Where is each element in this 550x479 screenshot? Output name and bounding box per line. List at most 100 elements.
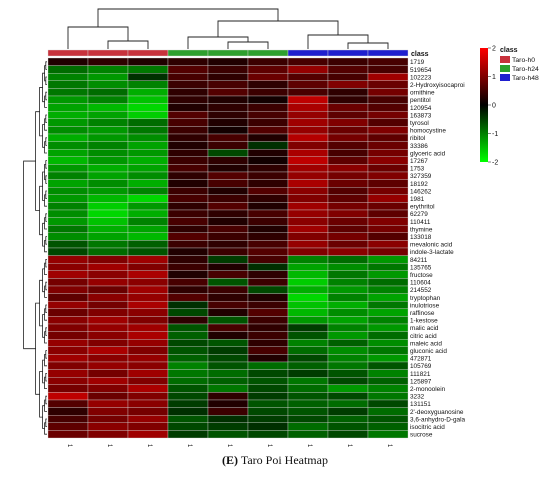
heatmap-cell [247,225,289,233]
row-label: thymine [410,226,433,233]
heatmap-cell [167,179,209,188]
heatmap-cell [287,194,329,203]
heatmap-cell [167,331,209,340]
column-label: 1 [346,444,352,448]
heatmap-cell [287,103,329,112]
row-label: 84211 [410,257,428,264]
heatmap-cell [167,126,209,135]
heatmap-cell [207,422,249,431]
heatmap-cell [287,232,329,241]
heatmap-cell [247,171,289,180]
row-label: 17267 [410,158,428,165]
heatmap-cell [327,95,369,104]
heatmap-cell [127,149,169,157]
heatmap-cell [87,270,129,279]
class-legend: class Taro-h0 Taro-h24 Taro-h48 [500,47,539,82]
row-label: maleic acid [410,340,442,347]
heatmap-cell [87,399,129,408]
heatmap-cell [247,179,289,188]
heatmap-cell [167,103,209,112]
heatmap-cell [167,202,209,211]
legend-label: Taro-h0 [512,57,535,64]
heatmap-cell [247,255,289,264]
heatmap-cell [47,293,89,302]
heatmap-cell [247,278,289,287]
heatmap-cell [167,156,209,165]
heatmap-cell [367,126,409,135]
heatmap-cell [207,126,249,135]
row-label: 327359 [410,173,432,180]
class-bar-segment [247,49,289,57]
heatmap-cell [47,285,89,294]
heatmap-cell [327,217,369,226]
heatmap-cell [367,430,409,439]
row-label: 163873 [410,112,432,119]
heatmap-cell [327,179,369,188]
heatmap-cell [167,430,209,439]
dendrogram-branch [347,42,389,49]
row-label: 102223 [410,74,432,81]
caption-text: Taro Poi Heatmap [240,453,328,467]
row-label: ornithine [410,90,435,97]
heatmap-cell [247,164,289,173]
dendrogram-branch [45,61,47,70]
heatmap-cell [87,103,129,112]
heatmap-cell [127,354,169,363]
heatmap-cell [247,415,289,423]
row-label: 2'-deoxyguanosine [410,409,464,416]
row-label: homocystine [410,128,446,135]
heatmap-cell [367,65,409,74]
heatmap-cell [167,285,209,294]
class-bar-segment [87,49,129,57]
heatmap-cell [47,430,89,439]
heatmap-cell [327,209,369,218]
heatmap-cell [327,270,369,279]
heatmap-cell [87,217,129,226]
heatmap-cell [207,407,249,416]
heatmap-cell [127,171,169,180]
heatmap-cell [127,285,169,294]
heatmap-cell [87,316,129,325]
heatmap-cell [287,415,329,423]
heatmap-cell [207,171,249,180]
heatmap-cell [47,308,89,317]
heatmap-cell [47,331,89,340]
heatmap-cell [287,65,329,74]
dendrogram-branch [307,34,369,49]
heatmap-cell [127,73,169,81]
heatmap-cell [127,187,169,195]
heatmap-cell [207,141,249,150]
heatmap-cell [47,323,89,332]
heatmap-cell [127,323,169,332]
heatmap-cell [287,255,329,264]
row-label: 1-kestose [410,318,438,325]
heatmap-cell [87,331,129,340]
row-label: 472871 [410,356,432,363]
heatmap-cell [367,415,409,423]
heatmap-cell [87,164,129,173]
row-label: 120954 [410,105,432,112]
legend-label: Taro-h24 [512,66,539,73]
heatmap-cell [47,407,89,416]
heatmap-cell [47,422,89,431]
heatmap-cell [287,384,329,393]
heatmap-cell [87,171,129,180]
heatmap-cell [367,399,409,408]
heatmap-cell [367,354,409,363]
heatmap-cell [327,65,369,74]
heatmap-cell [87,285,129,294]
row-label: 3232 [410,394,425,401]
heatmap-cell [287,164,329,173]
heatmap-cell [87,407,129,416]
heatmap-cell [327,323,369,332]
column-label: 1 [106,444,112,448]
heatmap-cell [87,95,129,104]
heatmap-cell [167,217,209,226]
heatmap-cell [47,80,89,89]
heatmap-cell [87,141,129,150]
class-bar-segment [207,49,249,57]
row-label: 1981 [410,196,425,203]
heatmap-cell [367,278,409,287]
heatmap-cell [87,361,129,370]
heatmap-cell [287,118,329,127]
